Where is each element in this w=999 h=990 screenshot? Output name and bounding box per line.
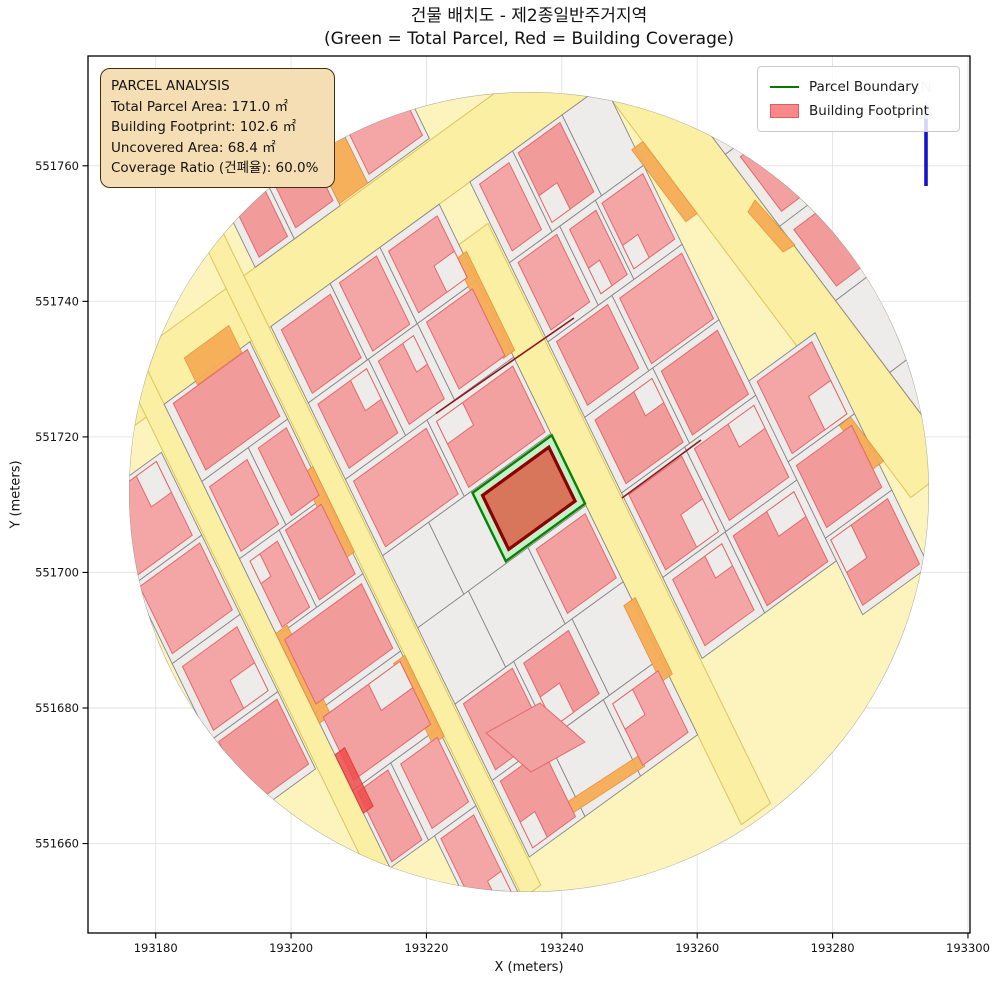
parcel-analysis-footprint: Building Footprint: 102.6 ㎡ — [111, 119, 297, 136]
roads — [129, 92, 929, 892]
zoning-accent — [623, 596, 673, 683]
building-notch — [766, 491, 807, 538]
building — [400, 736, 470, 830]
y-tick-label: 551740 — [35, 294, 79, 308]
legend-label: Parcel Boundary — [809, 79, 919, 95]
building-footprint-patch-swatch — [770, 104, 799, 118]
figure-title: 건물 배치도 - 제2종일반주거지역 — [410, 6, 648, 26]
parcel-analysis-uncovered: Uncovered Area: 68.4 ㎡ — [111, 139, 276, 156]
building — [283, 583, 394, 705]
y-tick-label: 551720 — [35, 430, 79, 444]
highlight-building-footprint — [480, 444, 578, 552]
building-notch — [621, 233, 650, 270]
building — [478, 161, 543, 252]
building-notch — [433, 250, 468, 294]
x-axis-label: X (meters) — [494, 960, 564, 975]
building — [280, 293, 362, 395]
y-tick-label: 551700 — [35, 565, 79, 579]
road — [129, 277, 441, 892]
cadastral-map — [129, 92, 929, 892]
buildings — [129, 92, 921, 892]
parcel-analysis-total-area: Total Parcel Area: 171.0 ㎡ — [111, 98, 288, 115]
boundary-accent-line — [621, 439, 702, 499]
zoning-accent — [183, 324, 243, 386]
building-notch — [435, 401, 475, 445]
x-tick-label: 193240 — [540, 941, 584, 955]
parcel — [428, 490, 508, 595]
parcel-analysis-coverage: Coverage Ratio (건폐율): 60.0% — [111, 160, 319, 177]
parcel-analysis-box: PARCEL ANALYSIS Total Parcel Area: 171.0… — [100, 68, 335, 188]
building-notch — [135, 460, 173, 508]
building — [795, 424, 883, 529]
building-notch — [830, 524, 868, 574]
y-tick-label: 551680 — [35, 701, 79, 715]
red-accent-strip — [334, 746, 374, 814]
road — [129, 92, 605, 485]
building — [257, 426, 320, 517]
building-notch — [402, 334, 429, 373]
building-notch — [680, 498, 720, 549]
y-tick-label: 551660 — [35, 837, 79, 851]
building — [660, 329, 750, 436]
figure-subtitle: (Green = Total Parcel, Red = Building Co… — [324, 29, 734, 49]
x-tick-label: 193200 — [269, 941, 313, 955]
building — [830, 497, 921, 607]
legend-item-parcel-boundary: Parcel Boundary — [770, 75, 947, 99]
tick-labels: 193180 193200 193220 193240 193260 193280 1933… — [35, 159, 990, 955]
building — [357, 769, 423, 863]
building — [619, 252, 715, 365]
building-notch — [587, 259, 613, 295]
building — [435, 365, 546, 489]
building — [517, 233, 591, 331]
parcel-analysis-title: PARCEL ANALYSIS — [111, 78, 230, 94]
building — [208, 458, 280, 553]
building-notch — [633, 377, 665, 417]
building — [352, 427, 459, 548]
legend: Parcel Boundary Building Footprint — [757, 66, 960, 132]
plot-frame — [87, 55, 971, 934]
zoning-accent — [747, 199, 796, 253]
x-tick-label: 193260 — [675, 941, 719, 955]
building — [425, 288, 506, 390]
building-notch — [612, 688, 646, 730]
building-notch — [486, 870, 515, 892]
x-tick-label: 193280 — [811, 941, 855, 955]
x-tick-label: 193300 — [946, 941, 990, 955]
zoning-accent — [631, 140, 698, 223]
building — [139, 542, 233, 655]
legend-label: Building Footprint — [809, 103, 929, 119]
building-notch — [538, 181, 571, 224]
building — [284, 503, 356, 601]
building-notch — [249, 553, 272, 585]
building — [440, 814, 515, 892]
boundary-accent-line — [435, 317, 575, 415]
building-notch — [807, 379, 848, 431]
x-tick-label: 193180 — [134, 941, 178, 955]
building-notch — [229, 661, 269, 710]
building — [377, 334, 445, 426]
building — [172, 348, 281, 471]
building-notch — [704, 543, 734, 579]
y-tick-label: 551760 — [35, 159, 79, 173]
building-notch — [349, 368, 383, 412]
building-notch — [727, 404, 766, 448]
building — [535, 512, 617, 615]
building — [249, 540, 311, 628]
axis-ticks — [82, 165, 969, 939]
y-axis-label: Y (meters) — [8, 460, 24, 529]
building — [555, 303, 640, 407]
building — [338, 255, 411, 352]
parcel-boundary-line-swatch — [770, 86, 799, 88]
x-tick-label: 193220 — [404, 941, 448, 955]
legend-item-building-footprint: Building Footprint — [770, 99, 947, 123]
building-notch — [519, 810, 548, 849]
building-rotated — [485, 702, 586, 773]
building-notch — [367, 660, 414, 712]
